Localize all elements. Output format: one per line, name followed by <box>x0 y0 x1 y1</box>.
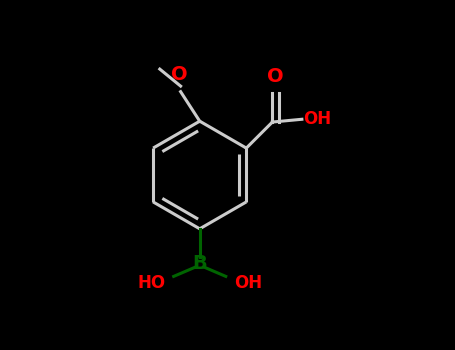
Text: HO: HO <box>137 274 165 292</box>
Text: OH: OH <box>234 274 263 292</box>
Text: O: O <box>171 65 187 84</box>
Text: O: O <box>267 66 284 86</box>
Text: OH: OH <box>303 110 332 128</box>
Text: B: B <box>192 254 207 273</box>
